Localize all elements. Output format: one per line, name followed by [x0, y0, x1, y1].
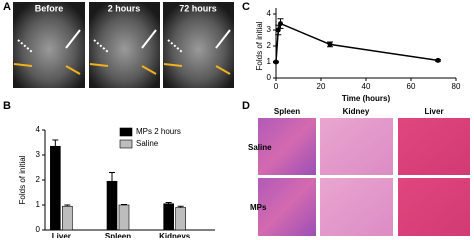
- mri-image: [163, 2, 234, 88]
- error-bar: [177, 205, 184, 208]
- x-tick-label: Kidneys: [159, 232, 191, 238]
- histology-image: [398, 178, 470, 236]
- histology-image: [320, 118, 393, 175]
- x-tick-label: 20: [317, 82, 326, 91]
- y-tick-label: 3: [36, 150, 41, 159]
- bar: [106, 180, 118, 231]
- y-axis-label: Folds of initial: [255, 21, 264, 70]
- bar: [118, 204, 130, 231]
- histology-images: Spleen Kidney Liver Saline MPs: [248, 107, 470, 236]
- column-header: Kidney: [343, 107, 370, 116]
- x-tick-label: 80: [452, 82, 461, 91]
- panel-label: A: [3, 1, 11, 13]
- line: [275, 22, 439, 63]
- point: [327, 41, 333, 47]
- panel-label: C: [242, 1, 250, 13]
- y-tick-label: 0: [267, 73, 272, 82]
- legend-swatch: [119, 139, 133, 149]
- x-tick-label: Spleen: [105, 232, 131, 238]
- point: [278, 21, 283, 27]
- x-tick-label: 40: [362, 82, 371, 91]
- row-header: Saline: [248, 143, 272, 152]
- arrows: [13, 63, 231, 75]
- y-tick-label: 1: [267, 57, 272, 66]
- histology-image: [320, 178, 393, 236]
- y-tick-label: 2: [36, 175, 41, 184]
- y-axis-label: Folds of initial: [18, 155, 27, 204]
- error-bar: [64, 204, 71, 207]
- y-tick-label: 3: [267, 25, 272, 34]
- y-tick-label: 4: [267, 9, 272, 18]
- bar: [163, 203, 174, 231]
- mri-image: [89, 2, 160, 88]
- row-header: MPs: [250, 203, 267, 212]
- x-tick-label: Liver: [52, 232, 71, 238]
- point: [435, 57, 441, 63]
- panel-label: B: [3, 100, 11, 112]
- x-axis-label: Time (hours): [342, 94, 391, 103]
- bar: [50, 145, 61, 231]
- arrows: [17, 29, 231, 53]
- y-tick-label: 2: [267, 41, 272, 50]
- legend-swatch: [119, 127, 133, 137]
- bar: [62, 205, 73, 231]
- y-tick-label: 1: [36, 200, 41, 209]
- column-header: Spleen: [274, 107, 300, 116]
- histology-image: [258, 178, 316, 236]
- legend-label: Saline: [136, 139, 159, 148]
- histology-image: [258, 118, 316, 175]
- y-tick-label: 4: [36, 125, 41, 134]
- legend-label: MPs 2 hours: [136, 127, 181, 136]
- error-bar: [165, 202, 172, 204]
- column-header: Liver: [424, 107, 443, 116]
- timepoint-label: 2 hours: [108, 3, 141, 13]
- panel-label: D: [242, 100, 250, 112]
- y-tick-label: 0: [36, 225, 41, 234]
- error-bar: [52, 139, 59, 147]
- timepoint-label: Before: [35, 3, 64, 13]
- x-tick-label: 60: [407, 82, 416, 91]
- error-bar: [121, 204, 127, 205]
- histology-image: [398, 118, 470, 175]
- mri-image: [13, 2, 85, 88]
- bar: [175, 207, 186, 231]
- error-bar: [109, 172, 115, 182]
- x-tick-label: 0: [274, 82, 279, 91]
- mri-images: Before 2 hours 72 hours: [13, 2, 234, 88]
- point: [273, 59, 279, 65]
- timepoint-label: 72 hours: [179, 3, 217, 13]
